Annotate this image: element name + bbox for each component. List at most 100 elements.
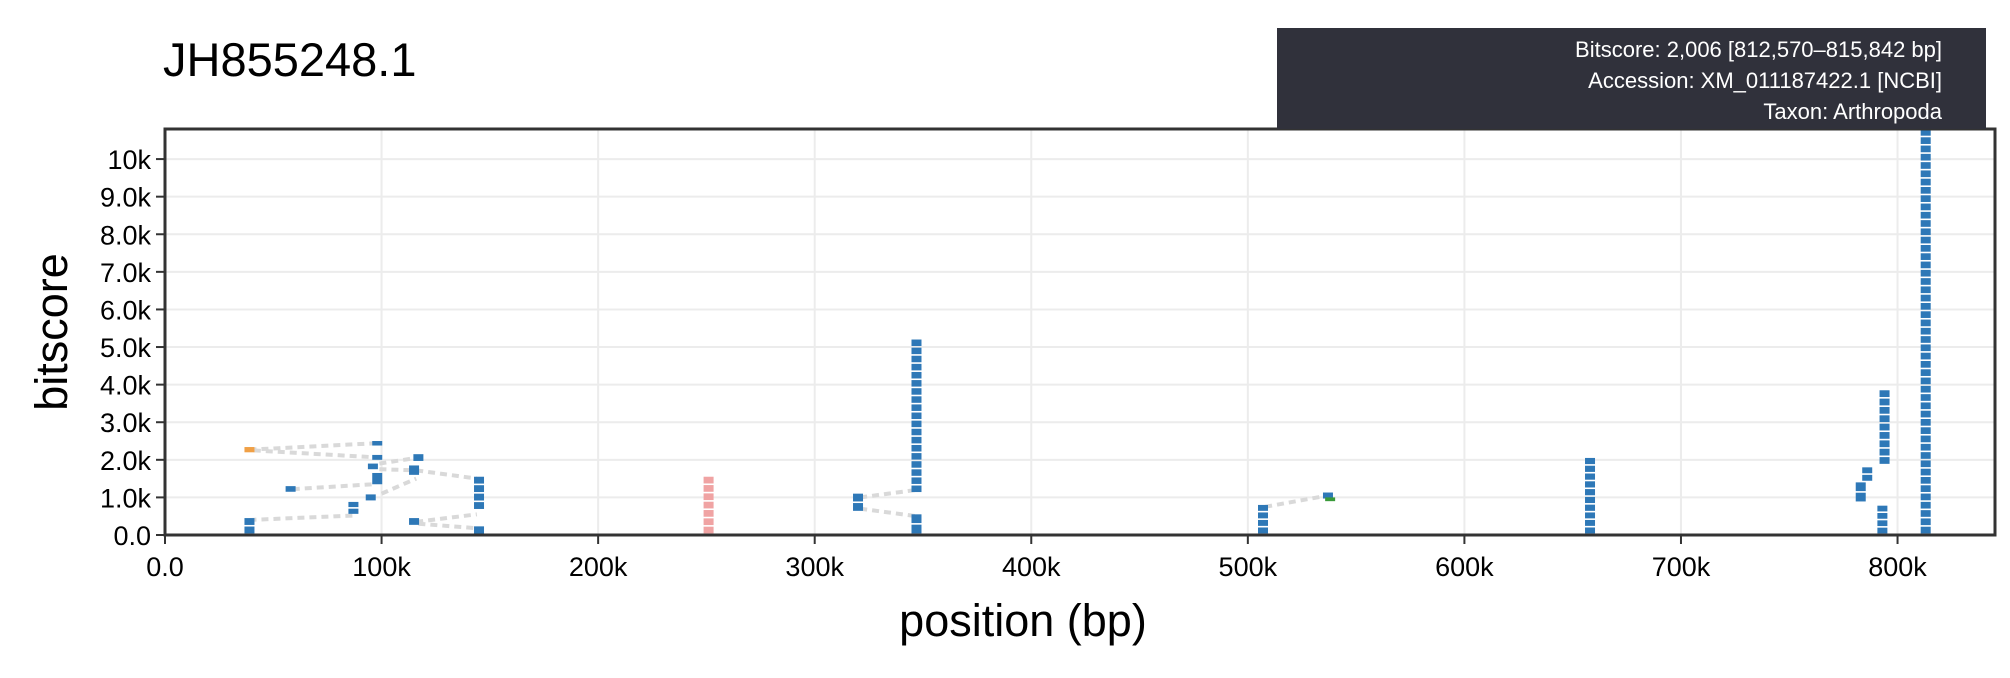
- hit-marker[interactable]: [1258, 527, 1268, 534]
- hit-marker[interactable]: [1585, 473, 1596, 480]
- hit-marker[interactable]: [853, 493, 864, 502]
- hit-marker[interactable]: [1920, 145, 1931, 153]
- hit-marker[interactable]: [1585, 527, 1596, 534]
- hit-marker[interactable]: [1877, 520, 1888, 527]
- marks[interactable]: [244, 129, 1931, 535]
- hit-marker[interactable]: [911, 404, 922, 411]
- hit-marker[interactable]: [911, 477, 922, 484]
- hit-marker[interactable]: [1920, 170, 1931, 178]
- hit-marker[interactable]: [1920, 410, 1931, 418]
- hit-marker[interactable]: [372, 454, 383, 460]
- hit-marker[interactable]: [911, 436, 922, 444]
- hit-marker[interactable]: [1258, 512, 1268, 519]
- hit-marker[interactable]: [1920, 369, 1931, 376]
- hit-marker[interactable]: [1920, 261, 1931, 269]
- hit-marker[interactable]: [1920, 286, 1931, 294]
- hit-marker[interactable]: [911, 388, 922, 395]
- hit-marker[interactable]: [1920, 178, 1931, 186]
- hit-marker[interactable]: [1855, 492, 1866, 502]
- hit-marker[interactable]: [1920, 452, 1931, 459]
- hit-marker[interactable]: [1920, 278, 1931, 285]
- hit-marker[interactable]: [1920, 253, 1931, 260]
- hit-marker[interactable]: [1855, 482, 1866, 492]
- hit-marker[interactable]: [244, 447, 255, 453]
- hit-marker[interactable]: [1585, 481, 1596, 488]
- hit-marker[interactable]: [1920, 394, 1931, 401]
- hit-marker[interactable]: [703, 485, 714, 492]
- hit-marker[interactable]: [911, 371, 922, 379]
- hit-marker[interactable]: [1920, 419, 1931, 426]
- hit-marker[interactable]: [1920, 236, 1931, 244]
- hit-marker[interactable]: [911, 524, 922, 534]
- hit-marker[interactable]: [1920, 303, 1931, 310]
- hit-marker[interactable]: [1920, 336, 1931, 343]
- hit-marker[interactable]: [1920, 220, 1931, 227]
- hit-marker[interactable]: [1920, 526, 1931, 534]
- hit-marker[interactable]: [703, 510, 714, 517]
- hit-marker[interactable]: [1879, 415, 1890, 423]
- hit-marker[interactable]: [409, 518, 420, 525]
- hit-marker[interactable]: [1920, 427, 1931, 434]
- hit-marker[interactable]: [1585, 457, 1596, 465]
- hit-marker[interactable]: [1920, 361, 1931, 368]
- hit-marker[interactable]: [1920, 385, 1931, 393]
- hit-marker[interactable]: [1920, 228, 1931, 236]
- hit-marker[interactable]: [911, 339, 922, 347]
- hit-marker[interactable]: [911, 514, 922, 524]
- hit-marker[interactable]: [1258, 504, 1268, 511]
- hit-marker[interactable]: [703, 501, 714, 509]
- hit-marker[interactable]: [1920, 203, 1931, 211]
- hit-marker[interactable]: [911, 420, 922, 428]
- hit-marker[interactable]: [244, 518, 255, 525]
- hit-marker[interactable]: [1920, 510, 1931, 517]
- hit-marker[interactable]: [1920, 269, 1931, 277]
- hit-marker[interactable]: [911, 469, 922, 476]
- hit-marker[interactable]: [1585, 512, 1596, 519]
- hit-marker[interactable]: [1920, 485, 1931, 492]
- hit-marker[interactable]: [1920, 311, 1931, 318]
- hit-marker[interactable]: [911, 453, 922, 460]
- hit-marker[interactable]: [1920, 460, 1931, 468]
- hit-marker[interactable]: [1920, 435, 1931, 443]
- hit-marker[interactable]: [1585, 496, 1596, 504]
- hit-marker[interactable]: [409, 465, 420, 475]
- hit-marker[interactable]: [911, 355, 922, 363]
- hit-marker[interactable]: [1862, 467, 1873, 474]
- hit-marker[interactable]: [1862, 474, 1873, 481]
- hit-marker[interactable]: [474, 526, 485, 535]
- hit-marker[interactable]: [1920, 477, 1931, 484]
- hit-marker[interactable]: [911, 412, 922, 420]
- hit-marker[interactable]: [1877, 527, 1888, 534]
- hit-marker[interactable]: [1585, 489, 1596, 496]
- hit-marker[interactable]: [911, 428, 922, 436]
- hit-marker[interactable]: [1920, 344, 1931, 352]
- hit-marker[interactable]: [285, 486, 296, 492]
- hit-marker[interactable]: [1879, 457, 1890, 464]
- hit-marker[interactable]: [1920, 319, 1931, 327]
- hit-marker[interactable]: [1920, 493, 1931, 501]
- hit-marker[interactable]: [1877, 505, 1888, 512]
- hit-marker[interactable]: [365, 494, 376, 501]
- hit-marker[interactable]: [911, 444, 922, 452]
- hit-marker[interactable]: [703, 518, 714, 526]
- hit-marker[interactable]: [1879, 398, 1890, 406]
- hit-marker[interactable]: [1879, 390, 1890, 398]
- hit-marker[interactable]: [1920, 294, 1931, 302]
- hit-marker[interactable]: [1920, 137, 1931, 144]
- hit-marker[interactable]: [1920, 129, 1931, 136]
- hit-marker[interactable]: [911, 461, 922, 468]
- hit-marker[interactable]: [1322, 492, 1333, 499]
- hit-marker[interactable]: [1877, 513, 1888, 519]
- hit-marker[interactable]: [1879, 423, 1890, 431]
- hit-marker[interactable]: [474, 485, 485, 493]
- hit-marker[interactable]: [1920, 195, 1931, 202]
- hit-marker[interactable]: [1585, 504, 1596, 511]
- hit-marker[interactable]: [1879, 440, 1890, 448]
- hit-marker[interactable]: [703, 493, 714, 501]
- hit-marker[interactable]: [1920, 518, 1931, 526]
- hit-marker[interactable]: [911, 347, 922, 355]
- hit-marker[interactable]: [911, 485, 922, 493]
- hit-marker[interactable]: [1920, 443, 1931, 451]
- hit-marker[interactable]: [1920, 245, 1931, 252]
- hit-marker[interactable]: [348, 508, 359, 514]
